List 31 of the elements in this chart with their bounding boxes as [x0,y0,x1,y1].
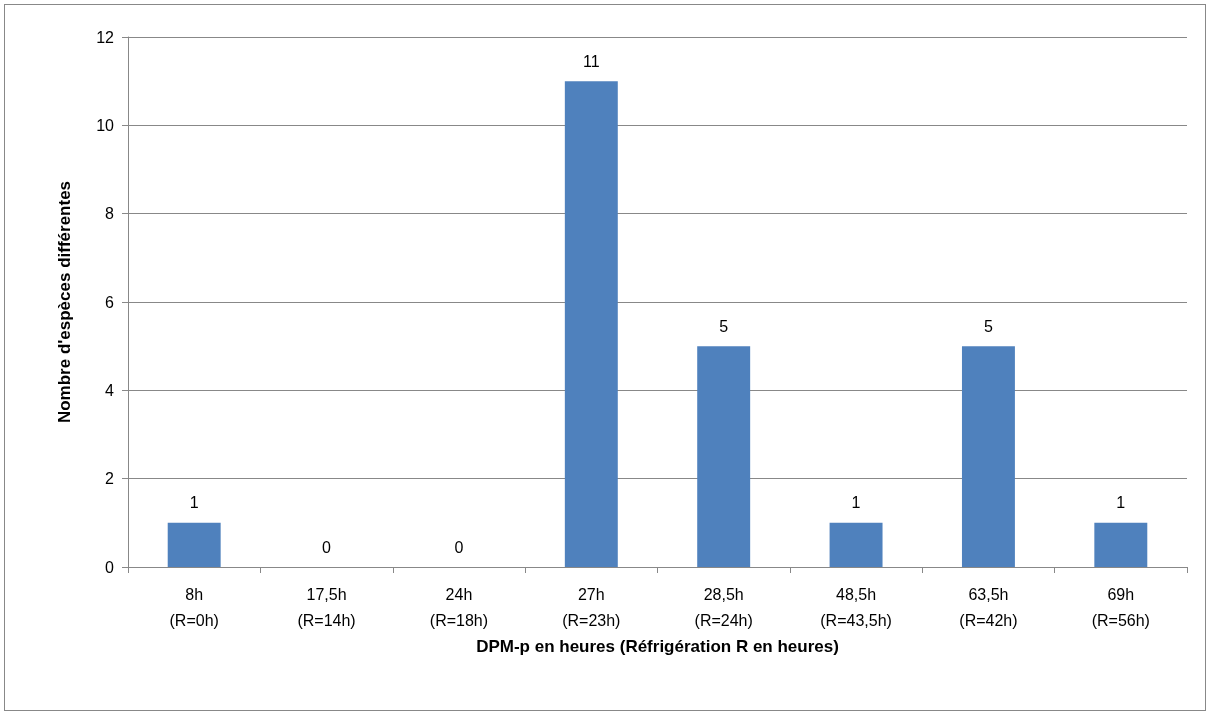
x-tick-label: 8h (R=0h) [169,585,219,629]
x-axis-title: DPM-p en heures (Réfrigération R en heures) [476,636,839,656]
y-tick-label: 12 [96,28,115,46]
x-tick-label: 17,5h (R=14h) [297,585,356,629]
y-axis-title: Nombre d'espèces différentes [55,180,74,424]
x-tick-label: 63,5h (R=42h) [959,585,1018,629]
y-tick-label: 8 [105,205,115,223]
y-tick-label: 0 [105,558,115,576]
bar [961,346,1015,567]
bar [1094,522,1148,567]
y-tick-label: 6 [105,293,115,311]
y-tick-label: 10 [96,116,115,134]
x-tick-label: 69h (R=56h) [1091,585,1150,629]
x-tick-label: 27h (R=23h) [562,585,621,629]
y-tick-label: 4 [105,381,115,399]
data-label: 1 [189,494,199,512]
x-tick-label: 48,5h (R=43,5h) [820,585,892,629]
x-tick-label: 28,5h (R=24h) [694,585,753,629]
data-label: 1 [851,494,861,512]
data-label: 0 [454,538,464,556]
data-label: 0 [322,538,332,556]
data-label: 11 [583,52,600,70]
bar [829,522,883,567]
data-label: 1 [1116,494,1126,512]
bar [167,522,221,567]
data-label: 5 [983,317,993,335]
y-tick-label: 2 [105,470,115,488]
bar [564,81,618,567]
x-tick-label: 24h (R=18h) [429,585,489,629]
bar [697,346,751,567]
data-label: 5 [719,317,729,335]
